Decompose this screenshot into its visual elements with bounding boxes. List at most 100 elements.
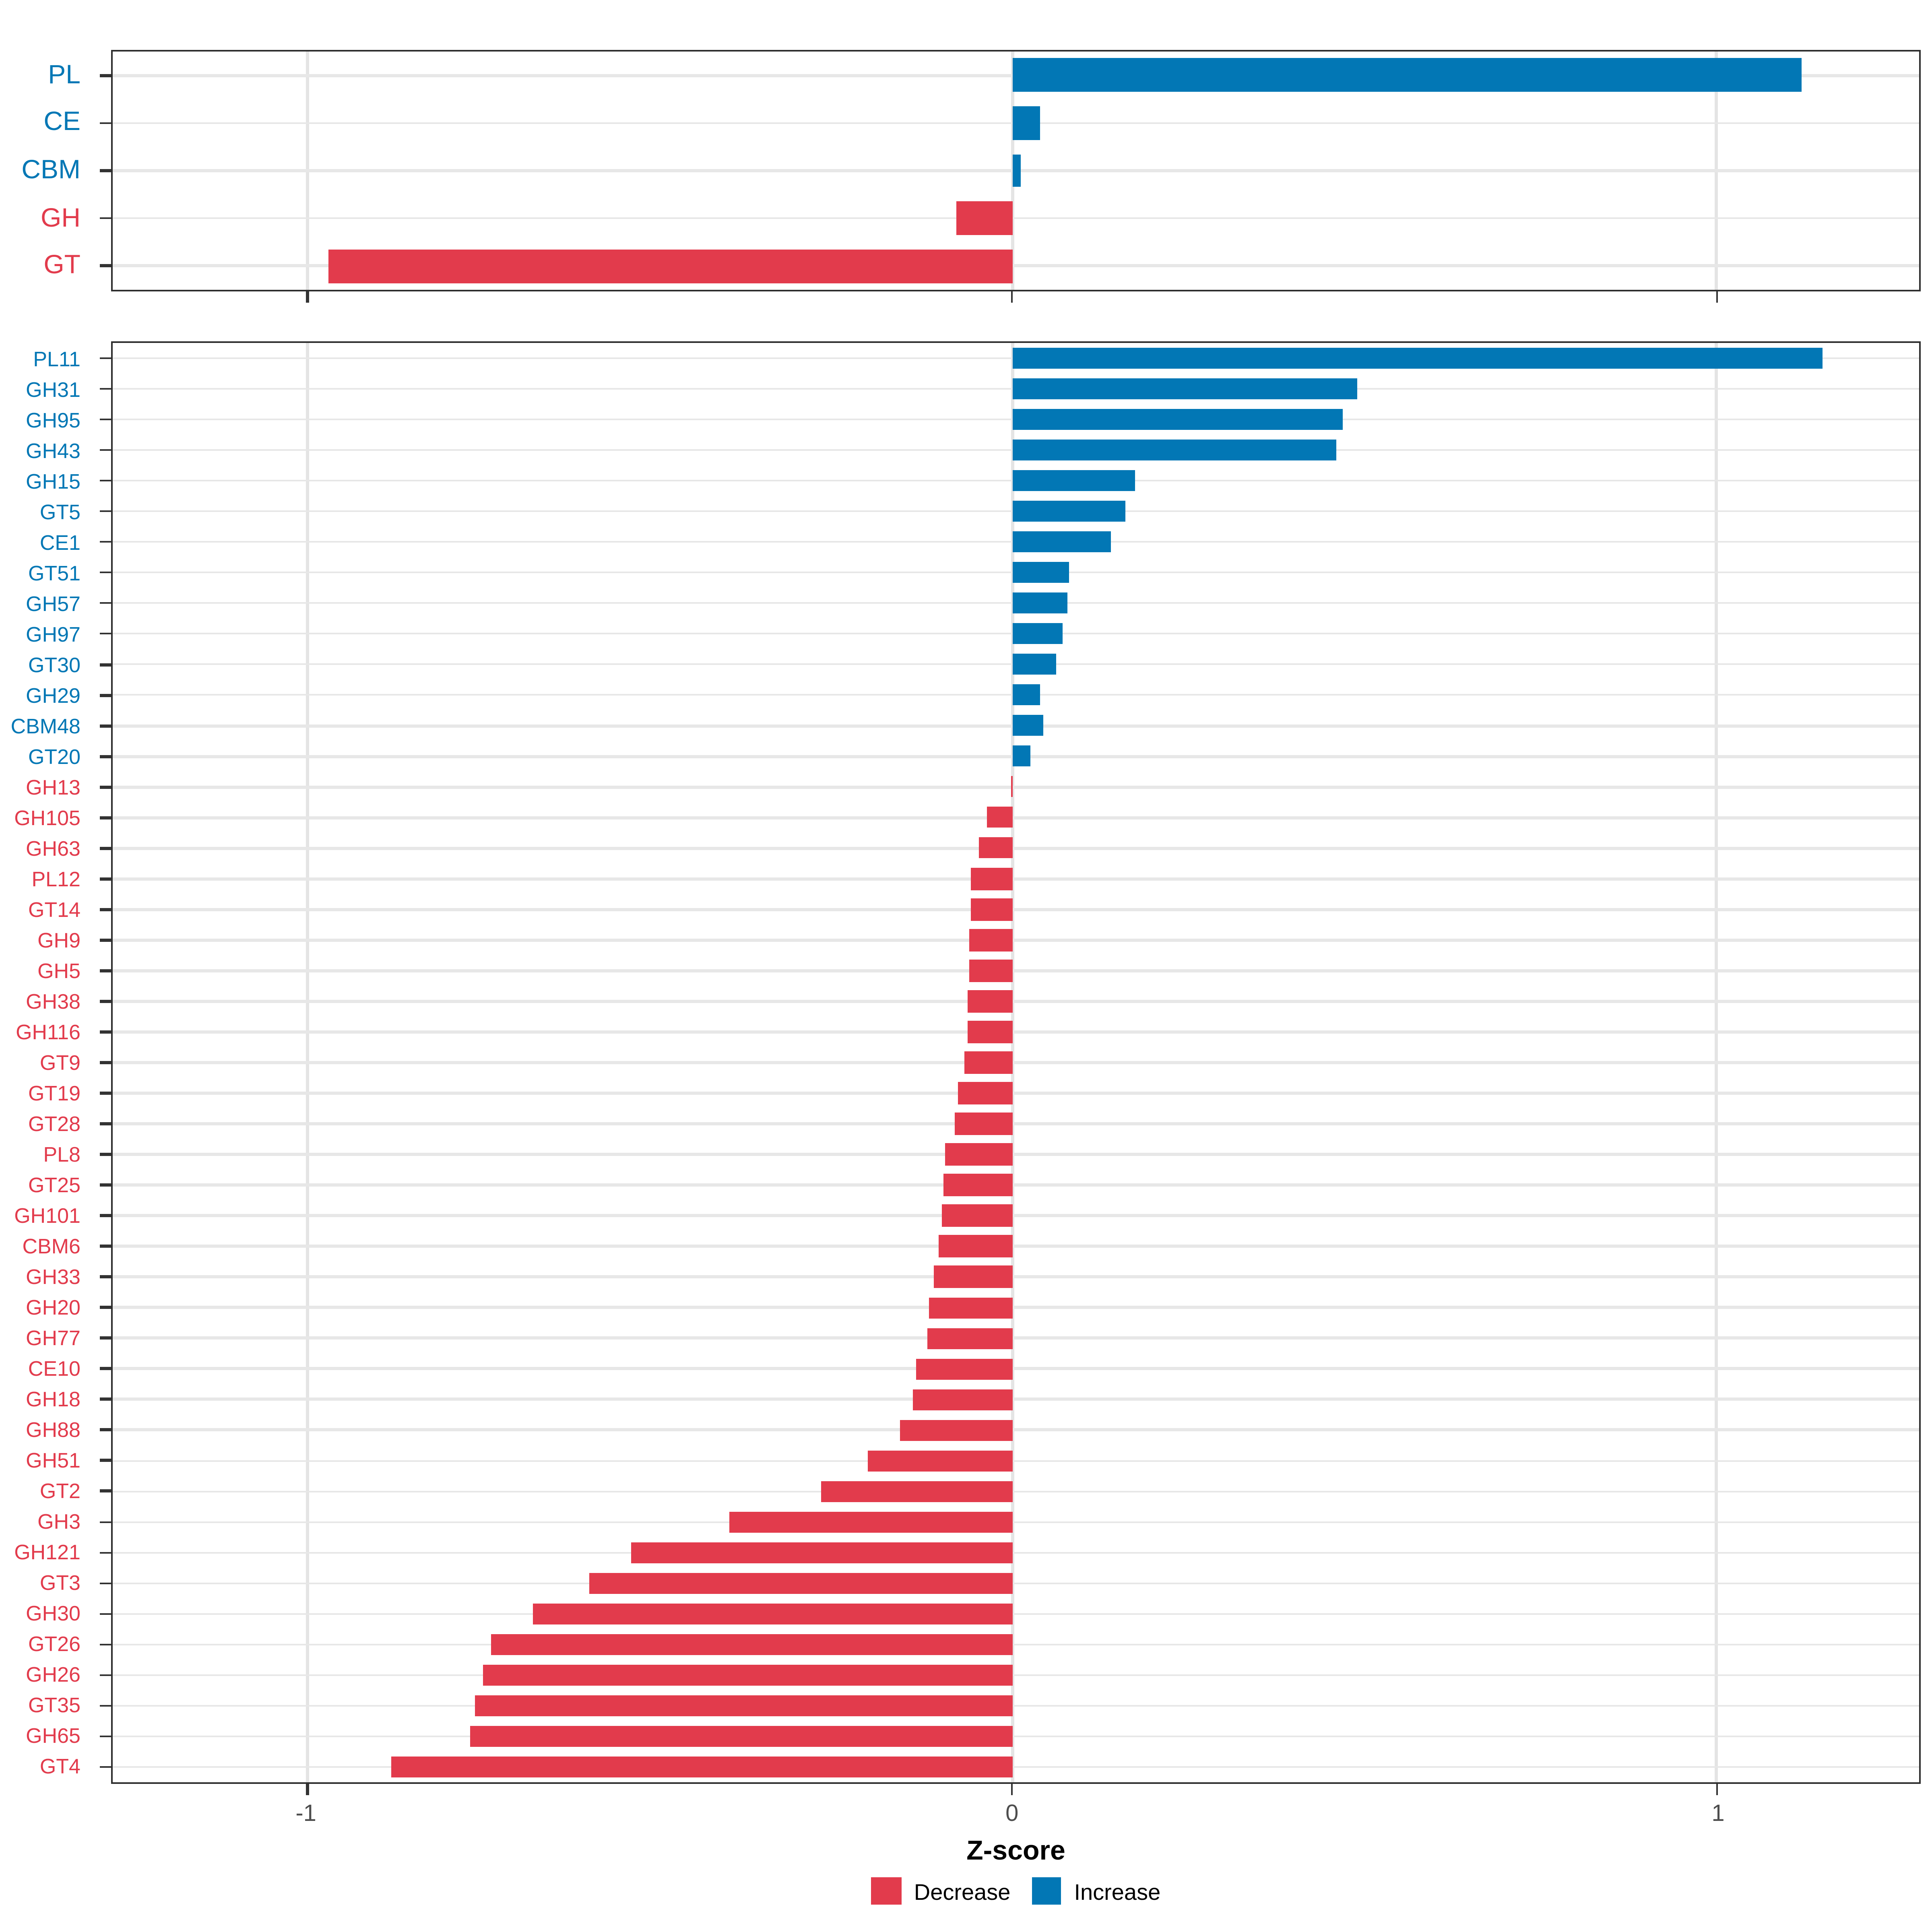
- category-label-gh15: GH15: [26, 469, 80, 493]
- category-label-gt: GT: [43, 251, 80, 280]
- legend-label-decrease: Decrease: [914, 1878, 1011, 1904]
- category-label-gt28: GT28: [28, 1112, 80, 1136]
- bar-gt5: [1012, 500, 1125, 522]
- y-axis-tick: [99, 694, 111, 697]
- row-gh5: GH5: [37, 956, 1919, 986]
- horizontal-gridline: [113, 1643, 1919, 1646]
- y-axis-tick: [99, 541, 111, 543]
- row-gt4: GT4: [40, 1752, 1919, 1782]
- row-gh33: GH33: [26, 1262, 1919, 1292]
- bar-gh30: [533, 1603, 1012, 1625]
- y-axis-tick: [99, 816, 111, 819]
- y-axis-tick: [99, 755, 111, 758]
- category-label-gh9: GH9: [37, 928, 80, 952]
- category-label-gh20: GH20: [26, 1295, 80, 1320]
- y-axis-tick: [99, 1521, 111, 1523]
- category-label-gh116: GH116: [16, 1020, 80, 1044]
- horizontal-gridline: [113, 1367, 1919, 1370]
- row-gt26: GT26: [28, 1629, 1919, 1660]
- y-axis-tick: [99, 1612, 111, 1615]
- row-ce: CE: [43, 99, 1919, 147]
- bar-gt20: [1012, 745, 1030, 767]
- bar-ce: [1012, 106, 1040, 140]
- category-label-gt5: GT5: [39, 499, 80, 524]
- category-label-pl: PL: [48, 60, 80, 90]
- y-axis-tick: [99, 122, 111, 124]
- row-gt3: GT3: [40, 1568, 1919, 1598]
- horizontal-gridline: [113, 816, 1919, 819]
- panel-enzyme-families: PL CE CBM GH GT: [21, 50, 1921, 303]
- category-label-gt20: GT20: [28, 744, 80, 769]
- horizontal-gridline: [113, 217, 1919, 220]
- x-tick-label-1: 1: [1711, 1802, 1725, 1827]
- category-label-cbm48: CBM48: [10, 714, 80, 738]
- row-gt30: GT30: [28, 649, 1919, 680]
- horizontal-gridline: [113, 1214, 1919, 1217]
- bar-gh38: [968, 991, 1012, 1012]
- bar-pl11: [1012, 347, 1823, 369]
- horizontal-gridline: [113, 1092, 1919, 1094]
- horizontal-gridline: [113, 1276, 1919, 1278]
- y-axis-tick: [99, 602, 111, 605]
- row-gh30: GH30: [26, 1598, 1919, 1629]
- legend: Decrease Increase: [111, 1877, 1921, 1905]
- x-axis-tick: [1011, 292, 1013, 303]
- y-axis-tick: [99, 510, 111, 513]
- bar-gt26: [490, 1633, 1012, 1655]
- horizontal-gridline: [113, 1398, 1919, 1401]
- y-axis-tick: [99, 1061, 111, 1064]
- bar-gh9: [970, 929, 1012, 951]
- bar-gh20: [929, 1297, 1012, 1319]
- y-axis-tick: [99, 1122, 111, 1125]
- x-axis-tick: [306, 292, 309, 303]
- bar-gh15: [1012, 470, 1135, 491]
- bar-gh18: [913, 1389, 1012, 1410]
- horizontal-gridline: [113, 908, 1919, 911]
- horizontal-gridline: [113, 1704, 1919, 1707]
- bar-gt: [328, 249, 1012, 283]
- bar-gh88: [899, 1419, 1012, 1441]
- y-axis-tick: [99, 1367, 111, 1370]
- y-axis-tick: [99, 1276, 111, 1278]
- bar-gh101: [941, 1205, 1012, 1226]
- bar-gh77: [927, 1327, 1012, 1349]
- category-label-gt25: GT25: [28, 1173, 80, 1197]
- bar-ce10: [916, 1358, 1012, 1380]
- horizontal-gridline: [113, 1674, 1919, 1676]
- row-gt9: GT9: [40, 1047, 1919, 1078]
- y-axis-tick: [99, 1214, 111, 1217]
- y-axis-tick: [99, 786, 111, 788]
- row-cbm: CBM: [21, 147, 1919, 194]
- horizontal-gridline: [113, 1245, 1919, 1248]
- horizontal-gridline: [113, 1061, 1919, 1064]
- x-axis-tick: [1715, 1784, 1718, 1796]
- x-axis-title: Z-score: [966, 1835, 1065, 1866]
- row-pl8: PL8: [43, 1139, 1919, 1170]
- bar-gt4: [392, 1756, 1012, 1778]
- bar-gh: [956, 201, 1012, 235]
- bar-gt25: [943, 1174, 1012, 1196]
- y-axis-tick: [99, 264, 111, 267]
- category-label-gh5: GH5: [37, 958, 80, 983]
- row-gt20: GT20: [28, 741, 1919, 772]
- row-gh97: GH97: [26, 619, 1919, 649]
- bar-gt3: [589, 1572, 1012, 1594]
- x-axis-tick: [306, 1784, 309, 1796]
- row-gt: GT: [43, 242, 1919, 290]
- x-tick-label-0: 0: [1005, 1802, 1019, 1827]
- category-label-gh105: GH105: [14, 805, 80, 830]
- row-gh: GH: [41, 194, 1919, 242]
- horizontal-gridline: [113, 264, 1919, 267]
- category-label-gh: GH: [41, 203, 80, 233]
- horizontal-gridline: [113, 847, 1919, 850]
- category-label-gh88: GH88: [26, 1418, 80, 1442]
- bar-pl8: [944, 1144, 1012, 1165]
- row-gh18: GH18: [26, 1384, 1919, 1415]
- bar-cbm6: [939, 1235, 1012, 1257]
- row-pl: PL: [48, 52, 1919, 99]
- y-axis-tick: [99, 571, 111, 574]
- y-axis-tick: [99, 449, 111, 452]
- bar-gh51: [867, 1450, 1012, 1472]
- horizontal-gridline: [113, 877, 1919, 880]
